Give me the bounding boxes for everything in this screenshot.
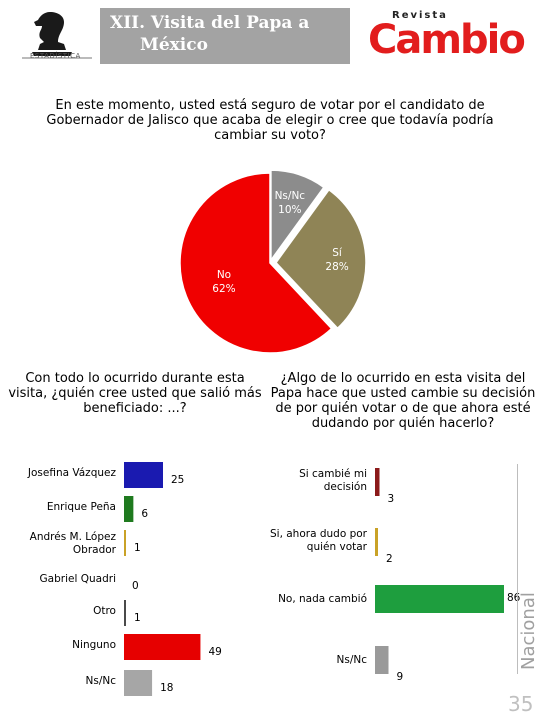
side-label: Nacional — [518, 592, 539, 670]
bar-label-si-ahora-dudo-por-quien-votar-line2: quién votar — [307, 541, 368, 553]
bar-label-ns-nc: Ns/Nc — [86, 675, 117, 687]
bar-andres-m-lopez-obrador — [124, 530, 126, 556]
bar-value-ns-nc: 18 — [160, 682, 173, 694]
pie-value-ns-nc: 10% — [278, 204, 301, 216]
bar-label-ninguno: Ninguno — [72, 639, 116, 651]
pie-slice-no — [179, 172, 333, 354]
pie-label-ns-nc: Ns/Nc — [275, 190, 306, 202]
page-number: 35 — [508, 692, 534, 716]
pie-label-no: No — [217, 269, 231, 281]
title-band — [100, 8, 350, 64]
bar-ns-nc — [375, 646, 389, 674]
bar-si-ahora-dudo-por-quien-votar — [375, 528, 378, 556]
bar-value-si-cambie-mi-decision: 3 — [388, 493, 395, 505]
side-divider — [517, 464, 518, 674]
bar-enrique-pena — [124, 496, 134, 522]
bar-label-andres-m-lopez-obrador-line2: Obrador — [73, 544, 117, 556]
bar-label-si-cambie-mi-decision-line1: Si cambié mi — [299, 468, 367, 480]
bar-si-cambie-mi-decision — [375, 468, 380, 496]
header: ESTADÍSTICA XII. Visita del Papa a Méxic… — [0, 0, 540, 70]
question-1: En este momento, usted está seguro de vo… — [46, 98, 494, 143]
page-title-line1: XII. Visita del Papa a — [110, 13, 310, 33]
question-3: ¿Algo de lo ocurrido en esta visita del … — [270, 371, 536, 431]
bar-label-si-ahora-dudo-por-quien-votar-line1: Si, ahora dudo por — [270, 528, 368, 540]
left-logo-text: ESTADÍSTICA — [30, 52, 81, 60]
pie-label-si: Sí — [332, 247, 343, 259]
chess-knight-icon — [22, 12, 92, 59]
bar-no-nada-cambio — [375, 585, 504, 613]
bar-label-andres-m-lopez-obrador-line1: Andrés M. López — [30, 531, 117, 543]
bar-value-josefina-vazquez: 25 — [171, 474, 184, 486]
bar-value-enrique-pena: 6 — [141, 508, 148, 520]
bar-label-otro: Otro — [93, 605, 116, 617]
bar-value-otro: 1 — [134, 612, 141, 624]
bar-value-ninguno: 49 — [208, 646, 221, 658]
bar-value-si-ahora-dudo-por-quien-votar: 2 — [386, 553, 393, 565]
question-2: Con todo lo ocurrido durante esta visita… — [8, 371, 262, 416]
bar-label-gabriel-quadri: Gabriel Quadri — [40, 573, 116, 585]
right-logo-small: Revista — [392, 10, 448, 21]
pie-value-no: 62% — [212, 283, 235, 295]
vote-certainty-pie-chart: Ns/Nc 10% Sí 28% No 62% — [179, 169, 367, 354]
page-title: XII. Visita del Papa a México — [110, 12, 350, 56]
pie-slice-si — [275, 188, 367, 330]
page-title-line2: México — [140, 35, 208, 55]
bar-label-si-cambie-mi-decision-line2: decisión — [324, 481, 367, 493]
bar-label-josefina-vazquez: Josefina Vázquez — [27, 467, 117, 479]
pie-value-si: 28% — [325, 261, 348, 273]
right-logo-big: Cambio — [368, 17, 526, 63]
bar-josefina-vazquez — [124, 462, 163, 488]
bar-value-gabriel-quadri: 0 — [132, 580, 139, 592]
bar-ns-nc — [124, 670, 153, 696]
bar-otro — [124, 600, 126, 626]
bar-value-andres-m-lopez-obrador: 1 — [134, 542, 141, 554]
bar-label-enrique-pena: Enrique Peña — [47, 501, 116, 513]
bar-label-ns-nc: Ns/Nc — [337, 654, 368, 666]
revista-cambio-logo: Revista Cambio — [362, 10, 526, 66]
bar-value-ns-nc: 9 — [397, 671, 404, 683]
pie-slice-ns-nc — [270, 169, 325, 263]
bar-label-no-nada-cambio: No, nada cambió — [278, 593, 367, 605]
bar-ninguno — [124, 634, 201, 660]
consulta-logo: ESTADÍSTICA — [8, 8, 98, 64]
